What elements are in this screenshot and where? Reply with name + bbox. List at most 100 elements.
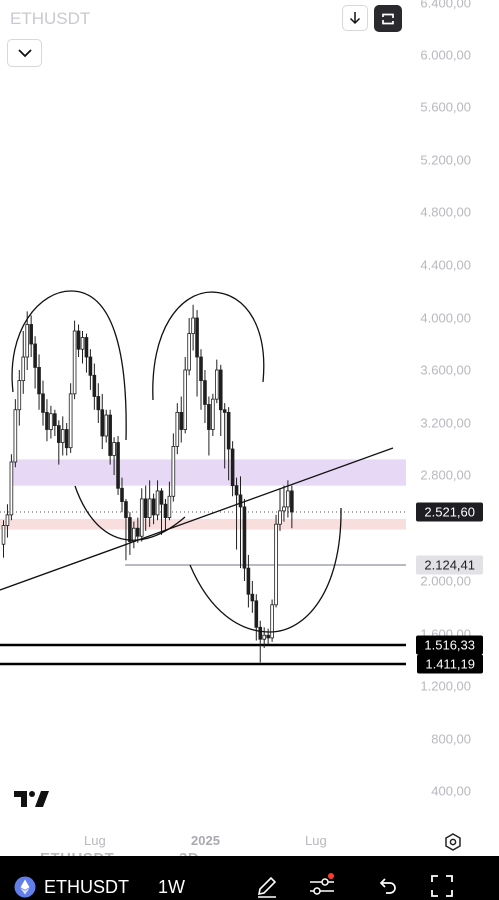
price-label: 6.400,00 — [420, 0, 471, 11]
arc-right-top — [152, 291, 265, 401]
undo-button[interactable] — [376, 875, 398, 897]
candle-body — [116, 442, 120, 489]
pen-icon — [257, 876, 277, 898]
time-label-lug-2: Lug — [305, 833, 327, 848]
ethereum-icon — [14, 876, 36, 898]
candle-body — [13, 409, 18, 463]
chevron-down-icon — [17, 48, 32, 57]
sliders-icon — [310, 873, 334, 895]
candle-body — [25, 324, 29, 358]
price-label: 3.200,00 — [420, 415, 471, 431]
candle-body — [218, 369, 223, 411]
candle-body — [112, 442, 116, 456]
candle-body — [41, 393, 45, 413]
price-label: 400,00 — [431, 783, 471, 799]
candle-body — [250, 593, 255, 602]
candle-body — [258, 626, 263, 640]
bottom-symbol-button[interactable]: ETHUSDT — [44, 877, 129, 897]
candle-body — [175, 411, 180, 447]
price-label: 1.200,00 — [420, 678, 471, 694]
candle-body — [37, 366, 41, 395]
candle-body — [238, 494, 243, 508]
candle-body — [191, 317, 195, 335]
candle-body — [88, 356, 93, 376]
current-price-tag: 2.521,60 — [416, 502, 483, 522]
candle-body — [68, 393, 73, 449]
candle-body — [274, 523, 278, 606]
candle-body — [167, 495, 172, 518]
candle-body — [199, 356, 203, 382]
tradingview-logo — [14, 791, 49, 807]
level-tag-support-2: 1.411,19 — [417, 654, 483, 674]
candle-body — [104, 414, 109, 437]
candle-body — [230, 448, 235, 487]
download-button[interactable] — [342, 5, 368, 31]
price-label: 2.000,00 — [420, 573, 471, 589]
price-label: 800,00 — [431, 731, 471, 747]
candle-body — [21, 356, 26, 382]
candle-body — [5, 514, 10, 526]
candle-body — [262, 634, 266, 640]
candle-body — [290, 490, 294, 513]
candle-body — [135, 527, 140, 537]
price-chart[interactable] — [0, 0, 499, 856]
arc-bottom-cup — [74, 485, 186, 541]
indicators-button[interactable] — [308, 873, 336, 899]
candle-body — [100, 409, 105, 437]
symbol-logo-button[interactable] — [14, 876, 36, 898]
candle-body — [195, 317, 199, 358]
candle-body — [64, 429, 69, 449]
candle-body — [120, 487, 124, 502]
candle-body — [155, 490, 160, 516]
collapse-button[interactable] — [7, 39, 42, 67]
candle-body — [80, 337, 85, 350]
candle-body — [151, 498, 156, 516]
candle-body — [147, 498, 152, 518]
candle-body — [226, 411, 231, 450]
candle-body — [171, 445, 176, 497]
candle-body — [214, 369, 219, 400]
candle-body — [254, 600, 259, 628]
arrow-down-icon — [349, 12, 361, 25]
current-zone — [0, 518, 406, 530]
fullscreen-button[interactable] — [430, 874, 454, 898]
candle-body — [266, 634, 270, 639]
hexagon-settings-icon — [445, 833, 461, 851]
candle-body — [203, 380, 207, 405]
candle-body — [286, 490, 290, 508]
candle-body — [242, 506, 247, 569]
candle-body — [270, 604, 274, 639]
trendline — [0, 447, 394, 591]
candle-body — [179, 411, 184, 430]
candle-body — [143, 498, 148, 518]
candle-body — [49, 413, 53, 430]
candle-body — [72, 330, 77, 395]
candle-body — [128, 517, 132, 542]
chart-settings-button[interactable] — [441, 830, 465, 854]
candle-body — [76, 330, 81, 350]
candle-body — [9, 461, 14, 516]
candle-body — [139, 498, 144, 537]
price-label: 4.400,00 — [420, 257, 471, 273]
interval-button[interactable]: 1W — [158, 877, 185, 897]
candle-body — [132, 527, 136, 542]
arc-bottom-cup-2 — [189, 507, 342, 633]
candle-body — [96, 396, 101, 411]
price-label: 4.800,00 — [420, 204, 471, 220]
candle-body — [124, 501, 128, 518]
reset-view-button[interactable] — [374, 5, 402, 32]
candle-body — [246, 567, 251, 595]
expand-icon — [431, 875, 453, 897]
candle-body — [163, 503, 168, 518]
candle-body — [60, 429, 65, 443]
refresh-icon — [382, 13, 394, 24]
price-label: 2.800,00 — [420, 467, 471, 483]
drawing-tools-button[interactable] — [254, 873, 280, 899]
price-label: 6.000,00 — [420, 47, 471, 63]
time-label-lug-1: Lug — [84, 833, 106, 848]
chart-area[interactable] — [0, 0, 499, 856]
candle-body — [282, 506, 286, 512]
candle-body — [92, 374, 97, 397]
candle-body — [187, 333, 191, 371]
candle-body — [33, 343, 37, 368]
